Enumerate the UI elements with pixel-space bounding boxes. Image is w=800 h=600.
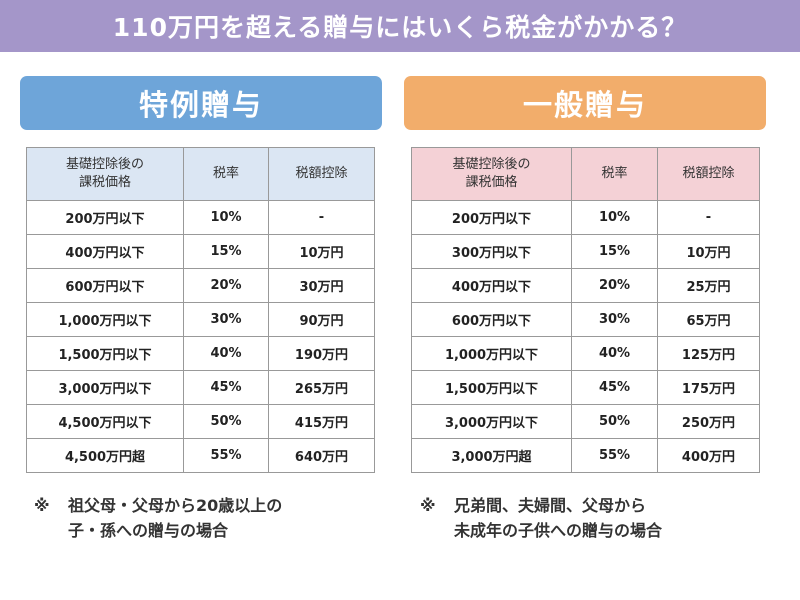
cell-tax-rate: 40% [571,336,658,371]
cell-deduction: 265万円 [268,370,375,405]
column-header-tax-rate: 税率 [183,147,269,201]
table-row: 4,500万円以下 50% 415万円 [26,404,375,439]
special-gift-header: 特例贈与 [20,76,382,130]
cell-deduction: 25万円 [657,268,760,303]
cell-taxable-amount: 200万円以下 [411,200,572,235]
cell-taxable-amount: 1,000万円以下 [411,336,572,371]
cell-taxable-amount: 400万円以下 [411,268,572,303]
general-gift-rate-table: 基礎控除後の 課税価格 税率 税額控除 200万円以下 10% -300万円以下 15… [411,147,760,473]
note-line: 未成年の子供への贈与の場合 [454,521,663,540]
cell-taxable-amount: 200万円以下 [26,200,184,235]
special-gift-note: ※ 祖父母・父母から20歳以上の 子・孫への贈与の場合 [34,493,282,543]
cell-tax-rate: 50% [183,404,269,439]
cell-taxable-amount: 600万円以下 [411,302,572,337]
column-header-tax-rate: 税率 [571,147,658,201]
cell-taxable-amount: 3,000万円以下 [26,370,184,405]
note-line: 子・孫への贈与の場合 [68,521,229,540]
cell-deduction: 10万円 [268,234,375,269]
cell-tax-rate: 50% [571,404,658,439]
cell-tax-rate: 20% [571,268,658,303]
cell-tax-rate: 30% [183,302,269,337]
note-mark: ※ [34,496,50,515]
table-row: 3,000万円以下 50% 250万円 [411,404,760,439]
general-gift-header: 一般贈与 [404,76,766,130]
cell-taxable-amount: 3,000万円以下 [411,404,572,439]
cell-deduction: 30万円 [268,268,375,303]
cell-deduction: - [657,200,760,235]
column-header-taxable-amount: 基礎控除後の 課税価格 [26,147,184,201]
table-row: 600万円以下 30% 65万円 [411,302,760,337]
cell-deduction: 65万円 [657,302,760,337]
cell-taxable-amount: 400万円以下 [26,234,184,269]
cell-deduction: 415万円 [268,404,375,439]
cell-tax-rate: 10% [571,200,658,235]
cell-tax-rate: 15% [183,234,269,269]
cell-tax-rate: 30% [571,302,658,337]
cell-tax-rate: 20% [183,268,269,303]
cell-taxable-amount: 4,500万円超 [26,438,184,473]
cell-deduction: 400万円 [657,438,760,473]
cell-tax-rate: 10% [183,200,269,235]
table-row: 3,000万円超 55% 400万円 [411,438,760,473]
cell-deduction: 250万円 [657,404,760,439]
table-header-row: 基礎控除後の 課税価格 税率 税額控除 [411,147,760,201]
cell-taxable-amount: 4,500万円以下 [26,404,184,439]
cell-deduction: 175万円 [657,370,760,405]
cell-taxable-amount: 300万円以下 [411,234,572,269]
general-gift-note: ※ 兄弟間、夫婦間、父母から 未成年の子供への贈与の場合 [420,493,662,543]
table-row: 300万円以下 15% 10万円 [411,234,760,269]
table-header-row: 基礎控除後の 課税価格 税率 税額控除 [26,147,375,201]
special-gift-rate-table: 基礎控除後の 課税価格 税率 税額控除 200万円以下 10% -400万円以下 15… [26,147,375,473]
note-line: 祖父母・父母から20歳以上の [68,496,283,515]
cell-deduction: 640万円 [268,438,375,473]
cell-deduction: 10万円 [657,234,760,269]
cell-taxable-amount: 3,000万円超 [411,438,572,473]
table-row: 1,000万円以下 30% 90万円 [26,302,375,337]
cell-tax-rate: 15% [571,234,658,269]
column-header-taxable-amount: 基礎控除後の 課税価格 [411,147,572,201]
cell-deduction: 190万円 [268,336,375,371]
cell-deduction: - [268,200,375,235]
cell-tax-rate: 45% [183,370,269,405]
table-row: 3,000万円以下 45% 265万円 [26,370,375,405]
cell-taxable-amount: 1,500万円以下 [26,336,184,371]
table-row: 1,500万円以下 45% 175万円 [411,370,760,405]
note-mark: ※ [420,496,436,515]
cell-taxable-amount: 1,000万円以下 [26,302,184,337]
table-row: 1,000万円以下 40% 125万円 [411,336,760,371]
cell-tax-rate: 55% [571,438,658,473]
cell-tax-rate: 45% [571,370,658,405]
table-row: 400万円以下 15% 10万円 [26,234,375,269]
page-title: 110万円を超える贈与にはいくら税金がかかる？ [0,0,800,52]
table-row: 1,500万円以下 40% 190万円 [26,336,375,371]
column-header-deduction: 税額控除 [657,147,760,201]
table-row: 4,500万円超 55% 640万円 [26,438,375,473]
cell-tax-rate: 55% [183,438,269,473]
cell-tax-rate: 40% [183,336,269,371]
table-row: 200万円以下 10% - [26,200,375,235]
cell-taxable-amount: 600万円以下 [26,268,184,303]
cell-deduction: 125万円 [657,336,760,371]
table-row: 600万円以下 20% 30万円 [26,268,375,303]
column-header-deduction: 税額控除 [268,147,375,201]
table-row: 400万円以下 20% 25万円 [411,268,760,303]
cell-taxable-amount: 1,500万円以下 [411,370,572,405]
cell-deduction: 90万円 [268,302,375,337]
note-line: 兄弟間、夫婦間、父母から [454,496,647,515]
table-row: 200万円以下 10% - [411,200,760,235]
